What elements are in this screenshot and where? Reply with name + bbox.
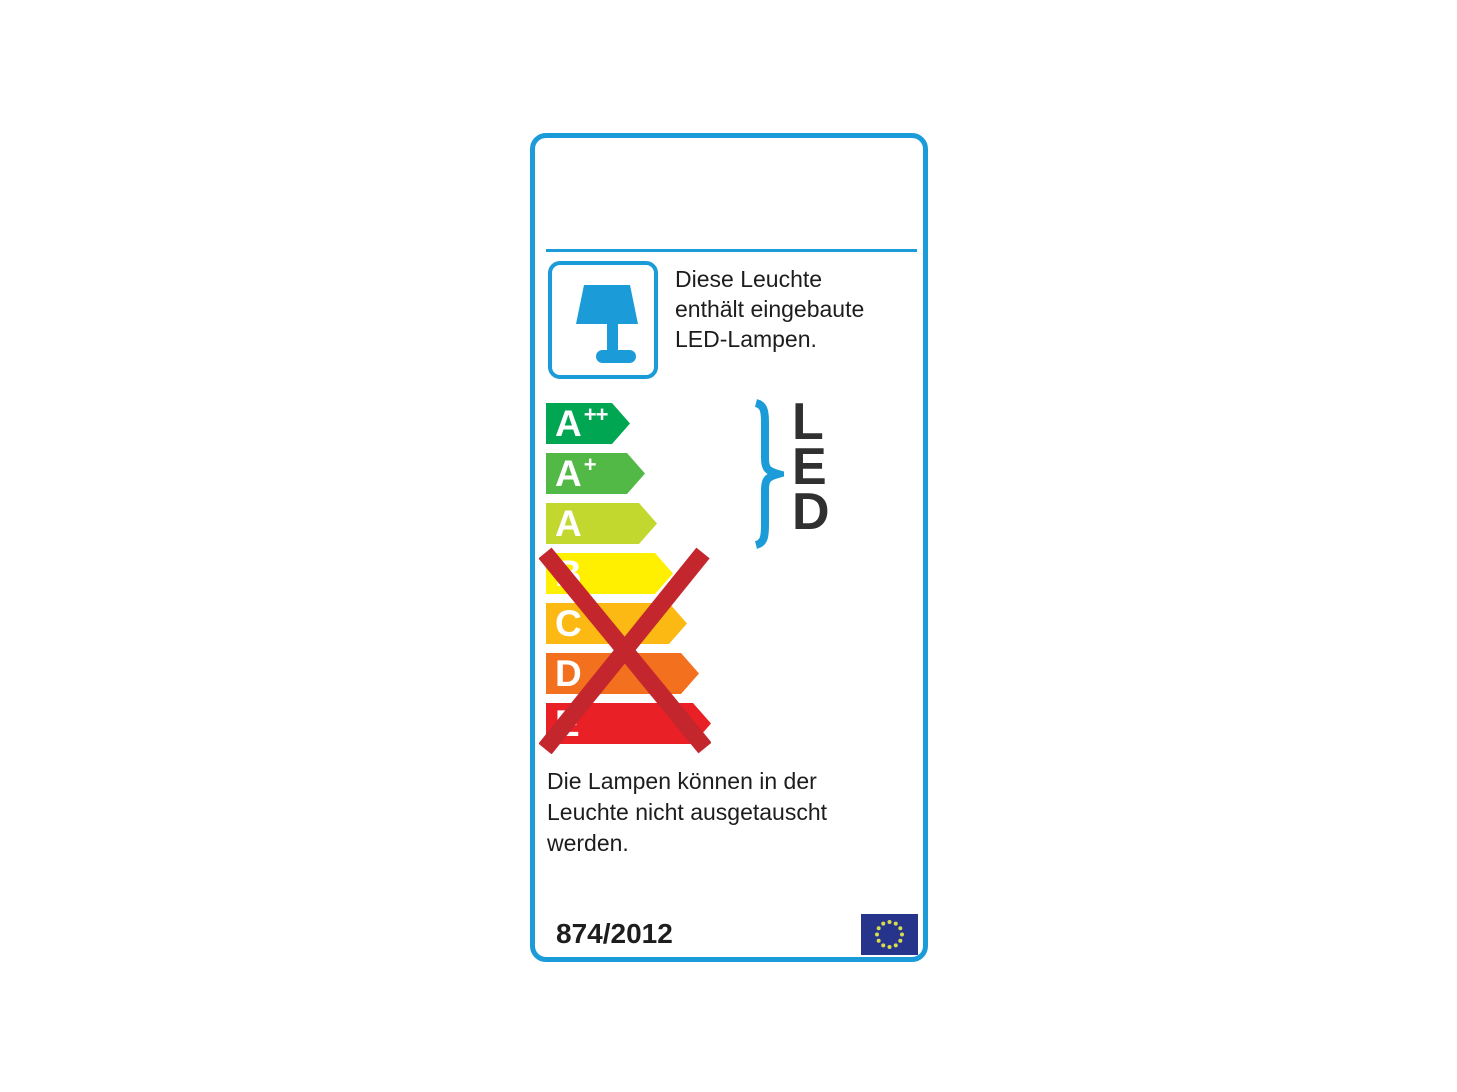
lamps-not-replaceable-note: Die Lampen können in der Leuchte nicht a…	[547, 766, 827, 859]
rating-grade-letter: B	[555, 553, 582, 594]
rating-grade-letter: A	[555, 453, 582, 494]
led-letter: D	[792, 483, 830, 541]
rating-arrow-d: D	[546, 653, 699, 694]
note-line: Diese Leuchte	[675, 266, 823, 292]
eu-star	[881, 921, 886, 926]
note-line: LED-Lampen.	[675, 326, 817, 352]
eu-star	[893, 943, 898, 948]
rating-grade-letter: D	[555, 653, 582, 694]
eu-star	[887, 920, 892, 924]
lamp-icon	[576, 285, 638, 363]
eu-star	[876, 926, 881, 931]
regulation-number: 874/2012	[556, 918, 673, 949]
eu-star	[876, 938, 881, 943]
led-letter: L	[792, 393, 824, 451]
rating-arrow-a: A	[546, 503, 657, 544]
lamp-pictogram-box	[548, 261, 658, 379]
rating-grade-superscript: ++	[583, 402, 608, 427]
rating-arrow-c: C	[546, 603, 687, 644]
eu-star	[881, 943, 886, 948]
eu-star	[898, 926, 903, 931]
rating-arrow-b: B	[546, 553, 673, 594]
rating-grade-superscript: +	[583, 452, 596, 477]
eu-star	[893, 921, 898, 926]
eu-star	[875, 932, 879, 937]
led-text: L E D	[792, 393, 830, 541]
rating-arrow-a+: A+	[546, 453, 645, 494]
rating-grade-letter: C	[555, 603, 582, 644]
note-line: enthält eingebaute	[675, 296, 865, 322]
note-line: werden.	[547, 830, 629, 856]
note-line: Leuchte nicht ausgetauscht	[547, 799, 828, 825]
rating-grade-letter: A	[555, 503, 582, 544]
note-line: Die Lampen können in der	[547, 768, 817, 794]
eu-flag-icon	[861, 914, 918, 955]
eu-star	[898, 938, 903, 943]
rating-arrow-a++: A++	[546, 403, 630, 444]
eu-star	[887, 945, 892, 949]
rating-grade-letter: A	[555, 403, 582, 444]
rating-arrow-e: E	[546, 703, 711, 744]
eu-star	[900, 932, 904, 937]
led-brace-icon	[754, 399, 784, 549]
led-letter: E	[792, 438, 827, 496]
contains-led-note: Diese Leuchte enthält eingebaute LED-Lam…	[675, 264, 864, 354]
energy-label: Diese Leuchte enthält eingebaute LED-Lam…	[530, 133, 928, 962]
rating-grade-letter: E	[555, 703, 580, 744]
rating-scale: A++ A+ A B C D E	[546, 403, 711, 753]
header-divider	[546, 249, 917, 252]
